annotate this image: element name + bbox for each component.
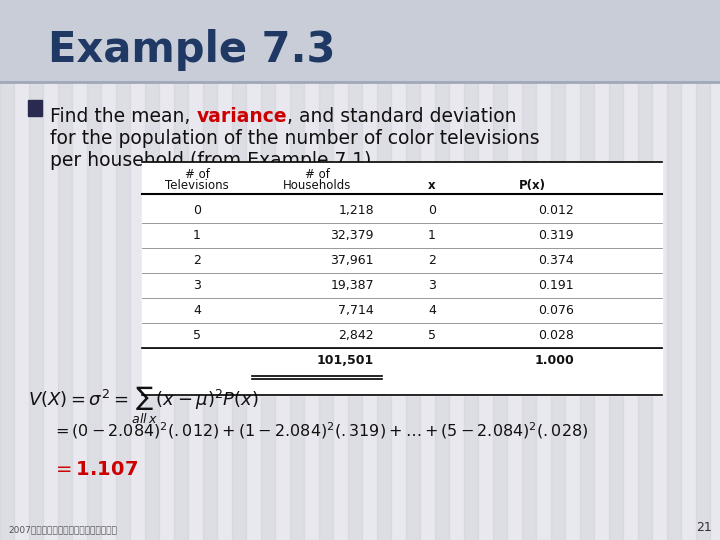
Text: 1: 1: [428, 229, 436, 242]
Bar: [667, 0, 681, 540]
Text: 1,218: 1,218: [338, 204, 374, 217]
Bar: [551, 0, 565, 540]
Bar: [58, 0, 72, 540]
Text: Televisions: Televisions: [165, 179, 229, 192]
Bar: [0, 0, 14, 540]
Text: 0.012: 0.012: [539, 204, 574, 217]
Bar: [638, 0, 652, 540]
Text: 3: 3: [193, 279, 201, 292]
Text: 4: 4: [428, 304, 436, 317]
Bar: [696, 0, 710, 540]
Bar: [232, 0, 246, 540]
Bar: [116, 0, 130, 540]
Bar: [290, 0, 304, 540]
Text: 101,501: 101,501: [317, 354, 374, 367]
Text: Example 7.3: Example 7.3: [48, 29, 336, 71]
Text: 19,387: 19,387: [330, 279, 374, 292]
Text: $= (0-2.084)^2(.012)+(1-2.084)^2(.319)+\ldots+(5-2.084)^2(.028)$: $= (0-2.084)^2(.012)+(1-2.084)^2(.319)+\…: [52, 420, 588, 441]
Bar: [377, 0, 391, 540]
Bar: [522, 0, 536, 540]
Bar: [493, 0, 507, 540]
Bar: [142, 162, 662, 395]
Text: 3: 3: [428, 279, 436, 292]
Text: $= \mathbf{1.107}$: $= \mathbf{1.107}$: [52, 460, 138, 479]
Text: 2,842: 2,842: [338, 329, 374, 342]
Bar: [435, 0, 449, 540]
Text: per household (from Example 7.1): per household (from Example 7.1): [50, 151, 372, 170]
Text: 2: 2: [193, 254, 201, 267]
Text: 37,961: 37,961: [330, 254, 374, 267]
Text: 0: 0: [428, 204, 436, 217]
Bar: [87, 0, 101, 540]
Text: 7,714: 7,714: [338, 304, 374, 317]
Text: 0.191: 0.191: [539, 279, 574, 292]
Bar: [261, 0, 275, 540]
Bar: [174, 0, 188, 540]
Text: 0.374: 0.374: [539, 254, 574, 267]
Bar: [464, 0, 478, 540]
Text: P(x): P(x): [518, 179, 546, 192]
Text: $V(X) = \sigma^2 = \sum_{all\,x}(x-\mu)^2 P(x)$: $V(X) = \sigma^2 = \sum_{all\,x}(x-\mu)^…: [28, 385, 258, 426]
Text: 21: 21: [696, 521, 712, 534]
Bar: [0, 0, 720, 82]
Text: # of: # of: [305, 168, 330, 181]
Bar: [145, 0, 159, 540]
Text: 0: 0: [193, 204, 201, 217]
Bar: [609, 0, 623, 540]
Bar: [203, 0, 217, 540]
Text: 1.000: 1.000: [534, 354, 574, 367]
Text: for the population of the number of color televisions: for the population of the number of colo…: [50, 129, 539, 148]
Text: Households: Households: [283, 179, 351, 192]
Text: 1: 1: [193, 229, 201, 242]
Text: , and standard deviation: , and standard deviation: [287, 107, 516, 126]
Bar: [406, 0, 420, 540]
Text: 0.028: 0.028: [538, 329, 574, 342]
Bar: [29, 0, 43, 540]
Text: 5: 5: [193, 329, 201, 342]
Text: 0.319: 0.319: [539, 229, 574, 242]
Text: 2: 2: [428, 254, 436, 267]
Text: 2007年計算機系統計學（一）上課投影片: 2007年計算機系統計學（一）上課投影片: [8, 525, 117, 534]
Bar: [319, 0, 333, 540]
Bar: [28, 100, 42, 116]
Text: 5: 5: [428, 329, 436, 342]
Text: 4: 4: [193, 304, 201, 317]
Text: 0.076: 0.076: [538, 304, 574, 317]
Text: variance: variance: [197, 107, 287, 126]
Text: Find the mean,: Find the mean,: [50, 107, 197, 126]
Bar: [348, 0, 362, 540]
Text: 32,379: 32,379: [330, 229, 374, 242]
Bar: [580, 0, 594, 540]
Text: x: x: [428, 179, 436, 192]
Text: # of: # of: [184, 168, 210, 181]
